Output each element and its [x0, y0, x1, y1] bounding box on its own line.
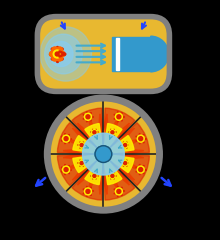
Circle shape [115, 188, 122, 195]
Wedge shape [103, 154, 122, 185]
Circle shape [82, 133, 124, 175]
Wedge shape [103, 124, 122, 154]
Ellipse shape [45, 34, 82, 74]
Circle shape [117, 115, 121, 119]
Polygon shape [117, 139, 141, 151]
Wedge shape [73, 154, 103, 173]
Wedge shape [85, 154, 103, 185]
Polygon shape [63, 149, 87, 156]
Polygon shape [66, 139, 89, 151]
Circle shape [64, 168, 68, 172]
Circle shape [62, 135, 70, 142]
Circle shape [86, 115, 90, 119]
Circle shape [93, 131, 96, 134]
Circle shape [84, 113, 92, 120]
Wedge shape [103, 108, 135, 154]
Wedge shape [73, 136, 103, 154]
Wedge shape [103, 154, 134, 173]
Circle shape [86, 189, 90, 193]
Circle shape [53, 50, 61, 58]
Polygon shape [106, 168, 119, 192]
Polygon shape [111, 123, 129, 144]
Polygon shape [98, 171, 106, 194]
Circle shape [139, 168, 143, 172]
Circle shape [124, 144, 127, 147]
Polygon shape [77, 123, 96, 144]
Wedge shape [85, 124, 103, 154]
Polygon shape [101, 114, 109, 138]
Polygon shape [98, 114, 106, 138]
Circle shape [79, 143, 84, 148]
Polygon shape [72, 162, 93, 180]
Circle shape [137, 135, 144, 142]
Circle shape [92, 173, 97, 179]
Circle shape [111, 131, 114, 134]
Wedge shape [151, 36, 169, 72]
Circle shape [111, 174, 114, 177]
Circle shape [84, 188, 92, 195]
Circle shape [52, 55, 58, 61]
Ellipse shape [40, 27, 92, 81]
Wedge shape [103, 136, 134, 154]
Circle shape [48, 99, 158, 209]
Circle shape [62, 166, 70, 173]
Polygon shape [117, 157, 141, 169]
Polygon shape [66, 157, 89, 169]
Polygon shape [72, 128, 93, 146]
Polygon shape [63, 152, 87, 160]
Polygon shape [88, 168, 101, 192]
Polygon shape [101, 171, 109, 194]
Wedge shape [103, 123, 149, 154]
Polygon shape [106, 117, 119, 140]
Wedge shape [72, 154, 103, 200]
Polygon shape [114, 128, 134, 146]
Circle shape [95, 146, 112, 162]
Bar [112, 37, 151, 71]
Polygon shape [120, 149, 144, 156]
Polygon shape [111, 164, 129, 185]
Wedge shape [103, 154, 149, 186]
Circle shape [110, 173, 115, 179]
Circle shape [80, 144, 83, 147]
Circle shape [57, 55, 62, 61]
Circle shape [80, 162, 83, 165]
Circle shape [123, 143, 128, 148]
Circle shape [64, 137, 68, 141]
Circle shape [55, 52, 59, 56]
FancyBboxPatch shape [38, 18, 169, 90]
Ellipse shape [49, 42, 73, 66]
Circle shape [57, 47, 62, 53]
Circle shape [137, 166, 144, 173]
Circle shape [124, 162, 127, 165]
Wedge shape [103, 154, 135, 200]
Polygon shape [120, 152, 144, 160]
Bar [116, 38, 119, 70]
Wedge shape [57, 123, 103, 154]
Circle shape [52, 47, 58, 53]
Circle shape [139, 137, 143, 141]
Circle shape [123, 161, 128, 166]
Circle shape [110, 130, 115, 135]
Circle shape [59, 51, 65, 57]
Polygon shape [77, 164, 96, 185]
Wedge shape [72, 108, 103, 154]
Circle shape [93, 174, 96, 177]
Circle shape [92, 130, 97, 135]
Circle shape [115, 113, 122, 120]
Wedge shape [57, 154, 103, 186]
Polygon shape [88, 117, 101, 140]
Polygon shape [114, 162, 134, 180]
Circle shape [79, 161, 84, 166]
Circle shape [50, 51, 55, 57]
Circle shape [117, 189, 121, 193]
